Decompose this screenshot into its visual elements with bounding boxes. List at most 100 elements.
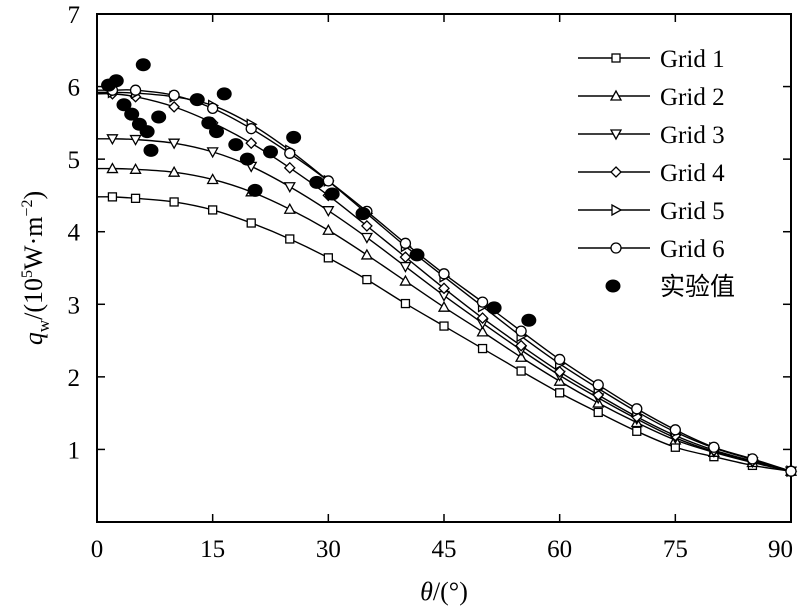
series-2-point xyxy=(437,300,451,312)
series-6-point xyxy=(129,84,142,96)
legend-label: Grid 1 xyxy=(660,46,725,73)
series-7-point xyxy=(135,58,151,72)
y-axis-unit-prefix: /(10 xyxy=(19,278,48,320)
y-axis-sub: w xyxy=(34,319,53,332)
series-6-point xyxy=(631,403,643,415)
series-6-point xyxy=(245,123,257,135)
series-3-point xyxy=(168,138,181,150)
series-6-point xyxy=(207,102,219,114)
series-4-point xyxy=(360,219,373,232)
x-tick-label: 75 xyxy=(663,536,688,563)
x-axis-var: θ xyxy=(420,577,433,606)
x-tick-label: 90 xyxy=(768,536,793,563)
x-axis-unit: /(°) xyxy=(433,577,468,606)
series-7-point xyxy=(143,143,159,157)
legend-label: Grid 5 xyxy=(660,198,725,225)
legend-marker xyxy=(609,129,623,141)
series-6-point xyxy=(554,353,566,366)
y-axis-title: qw/(105W·m−2) xyxy=(19,191,53,345)
series-6-point xyxy=(592,379,604,391)
series-4-point xyxy=(399,251,412,264)
series-3-point xyxy=(322,206,335,218)
series-7-point xyxy=(151,110,167,124)
series-1-point xyxy=(169,197,179,207)
series-7-point xyxy=(324,187,340,201)
y-tick-label: 6 xyxy=(68,75,81,102)
legend-label: Grid 2 xyxy=(660,84,725,111)
series-7-point xyxy=(108,74,124,88)
series-7-point xyxy=(409,248,425,262)
series-2-point xyxy=(168,165,181,177)
legend-marker xyxy=(610,242,622,254)
series-2-point xyxy=(129,162,142,174)
series-7-point xyxy=(239,152,255,166)
series-7-point xyxy=(247,183,263,197)
x-axis-title: θ/(°) xyxy=(420,577,468,606)
series-6-point xyxy=(168,89,180,101)
series-6-point xyxy=(438,268,450,280)
series-1-point xyxy=(323,253,333,263)
x-tick-label: 15 xyxy=(200,536,225,563)
series-1-point xyxy=(130,193,141,203)
series-7-point xyxy=(263,145,278,159)
series-1-point xyxy=(285,234,295,244)
series-1-point xyxy=(516,366,526,376)
series-7-point xyxy=(124,107,140,121)
y-tick-label: 5 xyxy=(68,147,81,174)
series-3-point xyxy=(283,182,296,194)
series-1-point xyxy=(477,343,488,354)
series-4-point xyxy=(245,137,258,150)
series-2-point xyxy=(206,173,219,185)
series-1-point xyxy=(107,192,118,202)
series-6-point xyxy=(284,147,296,159)
series-7-point xyxy=(228,138,244,152)
series-1-point xyxy=(632,426,642,436)
y-axis-unit-exp2: −2 xyxy=(19,200,36,217)
series-7-point xyxy=(139,125,155,139)
y-tick-label: 3 xyxy=(68,292,81,319)
series-6-point xyxy=(669,424,681,436)
x-tick-label: 45 xyxy=(432,536,457,563)
series-1-point xyxy=(555,388,565,398)
y-tick-label: 4 xyxy=(68,220,81,247)
series-4-point xyxy=(476,312,489,324)
series-2-point xyxy=(360,248,373,260)
series-7-point xyxy=(209,125,225,139)
series-6-point xyxy=(785,465,797,477)
series-7-point xyxy=(309,175,325,189)
y-tick-label: 2 xyxy=(68,365,81,392)
x-tick-label: 0 xyxy=(91,536,104,563)
series-3-point xyxy=(106,134,119,146)
series-2-point xyxy=(106,162,119,174)
legend-label: 实验值 xyxy=(660,273,735,301)
series-1-point xyxy=(593,407,603,418)
y-axis-var: q xyxy=(19,332,48,345)
series-7-point xyxy=(201,116,217,130)
series-6-point xyxy=(746,453,759,465)
axis-ticks xyxy=(96,13,792,522)
y-tick-label: 1 xyxy=(68,437,81,464)
series-7-point xyxy=(216,87,232,101)
series-4-point xyxy=(283,161,296,174)
series-1-point xyxy=(246,218,256,228)
series-4-point xyxy=(168,100,181,113)
series-6-point xyxy=(708,441,720,453)
legend-marker xyxy=(611,203,623,217)
series-2-point xyxy=(476,325,489,337)
legend: Grid 1 Grid 2 Grid 3 Grid 4 Grid 5 Grid 6 实验值 xyxy=(578,46,735,301)
series-4-point xyxy=(515,339,528,352)
y-axis-unit-exp1: 5 xyxy=(19,270,36,278)
series-1-point xyxy=(439,321,449,331)
legend-label: Grid 4 xyxy=(660,160,725,187)
series-7-point xyxy=(286,130,302,144)
series-6-point xyxy=(515,325,527,337)
series-2-point xyxy=(283,202,296,214)
series-4-point xyxy=(553,365,566,378)
series-4-point xyxy=(438,282,450,295)
legend-marker xyxy=(605,279,621,293)
series-2-point xyxy=(399,274,412,286)
x-tick-label: 30 xyxy=(316,536,341,563)
series-6-point xyxy=(322,175,334,187)
